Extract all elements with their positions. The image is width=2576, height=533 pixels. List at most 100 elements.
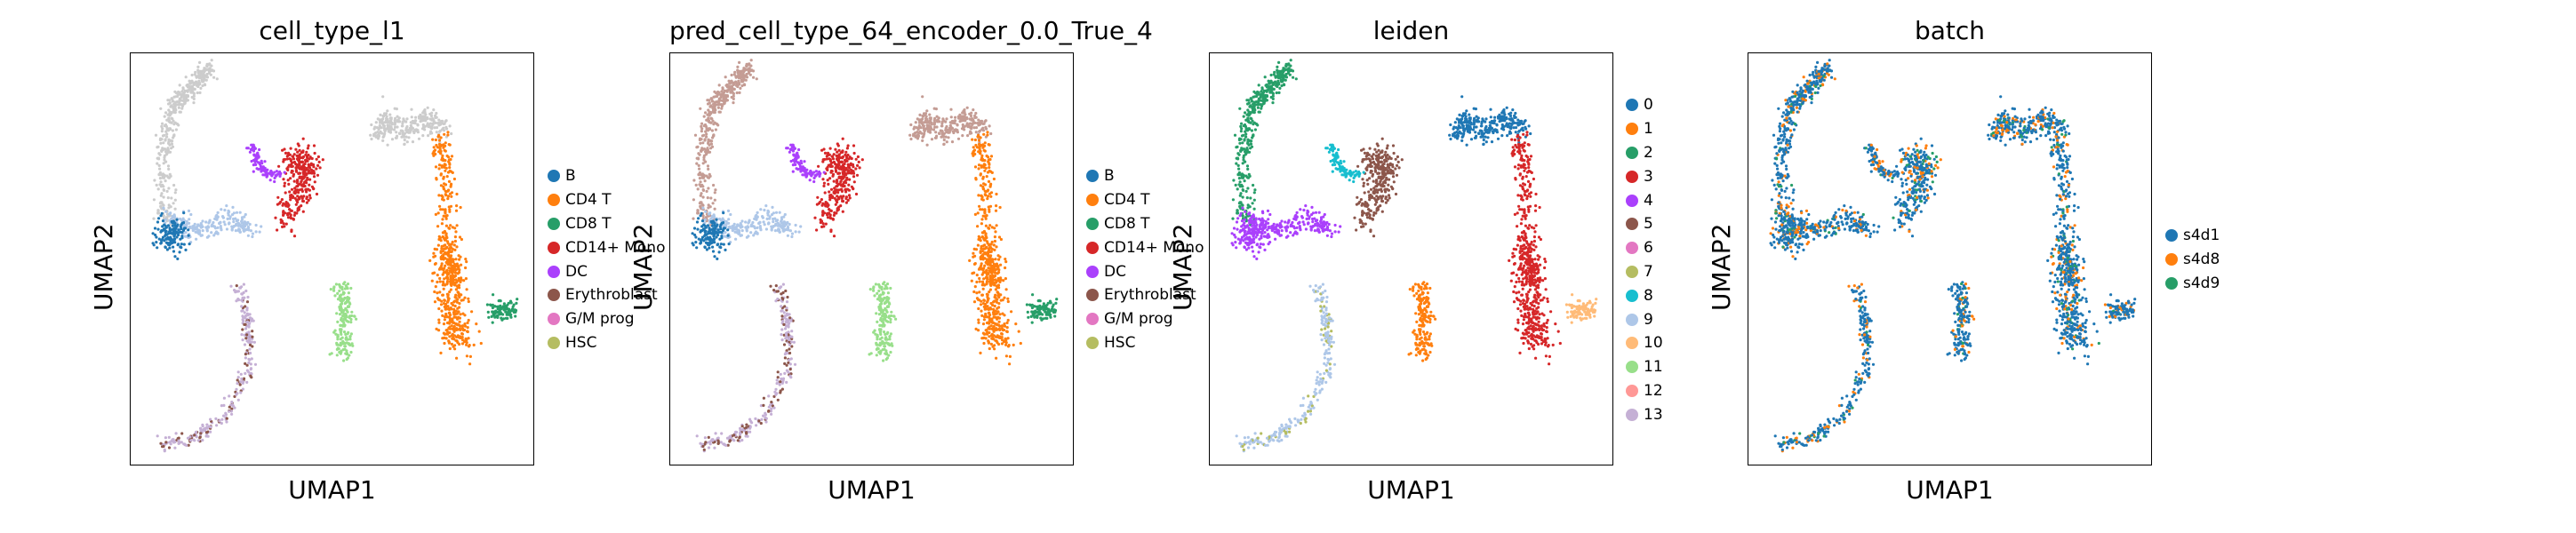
cell-point	[249, 229, 252, 233]
cell-point	[782, 215, 786, 219]
cell-point	[981, 268, 985, 272]
cell-point	[447, 341, 451, 345]
cell-point	[1001, 298, 1004, 302]
cell-point	[990, 267, 994, 271]
cell-point	[1004, 288, 1008, 291]
cell-point	[700, 124, 703, 128]
cell-point	[198, 60, 202, 64]
cell-point	[700, 122, 704, 125]
cell-point	[986, 253, 989, 258]
cell-point	[421, 134, 425, 138]
cell-point	[986, 189, 989, 193]
cell-point	[230, 412, 234, 416]
cell-point	[163, 223, 166, 227]
cell-point	[706, 99, 709, 102]
cell-point	[165, 248, 169, 251]
cell-point	[433, 262, 437, 266]
cell-point	[167, 203, 171, 207]
cell-point	[198, 91, 202, 94]
cell-point	[762, 220, 765, 224]
cell-point	[212, 76, 216, 79]
cell-point	[708, 235, 712, 239]
cell-point	[244, 353, 247, 356]
cell-point	[188, 84, 191, 89]
cell-point	[191, 228, 195, 233]
cell-point	[258, 230, 261, 234]
cell-point	[794, 223, 797, 227]
cell-point	[164, 111, 168, 115]
cell-point	[972, 300, 977, 304]
cell-point	[970, 111, 973, 115]
cell-point	[456, 341, 460, 345]
cell-point	[993, 267, 996, 271]
cell-point	[840, 178, 844, 181]
cell-point	[886, 291, 890, 295]
cell-point	[168, 113, 172, 116]
cell-point	[252, 319, 255, 322]
cell-point	[396, 115, 399, 118]
cell-point	[997, 316, 1001, 320]
cell-point	[996, 266, 1000, 271]
cell-point	[447, 179, 452, 183]
cell-point	[965, 115, 969, 120]
legend-item: B	[548, 164, 665, 188]
cell-point	[728, 82, 732, 85]
cell-point	[441, 250, 444, 253]
cell-point	[710, 139, 714, 143]
cell-point	[836, 198, 839, 202]
cell-point	[776, 224, 780, 227]
cell-point	[445, 315, 449, 319]
cell-point	[250, 143, 253, 147]
cell-point	[956, 123, 959, 126]
cell-point	[441, 157, 445, 161]
cell-point	[743, 84, 747, 87]
cell-point	[759, 208, 763, 211]
cell-point	[434, 212, 437, 216]
cell-point	[832, 161, 836, 164]
cell-point	[178, 110, 181, 114]
cell-point	[175, 218, 179, 221]
cell-point	[988, 243, 992, 246]
cell-point	[965, 106, 969, 109]
cell-point	[761, 216, 764, 219]
cell-point	[292, 217, 295, 220]
cell-point	[452, 177, 456, 181]
cell-point	[291, 161, 294, 164]
cell-point	[492, 293, 495, 297]
cell-point	[170, 121, 173, 124]
cell-point	[696, 209, 700, 212]
cell-point	[993, 235, 996, 239]
cell-point	[439, 143, 443, 147]
cell-point	[156, 434, 159, 438]
cell-point	[825, 157, 828, 161]
cell-point	[1003, 322, 1006, 326]
cell-point	[301, 163, 305, 167]
cell-point	[970, 279, 973, 282]
cell-point	[702, 155, 706, 159]
cell-point	[443, 277, 446, 281]
cell-point	[940, 124, 944, 128]
cell-point	[223, 208, 227, 212]
cell-point	[986, 332, 989, 336]
cell-point	[998, 255, 1002, 259]
cell-point	[180, 432, 184, 435]
cell-point	[791, 170, 795, 173]
cell-point	[395, 107, 398, 111]
cell-point	[1004, 343, 1008, 346]
cell-point	[985, 175, 988, 179]
cell-point	[885, 356, 889, 360]
cell-point	[451, 240, 454, 244]
cell-point	[464, 266, 468, 270]
cell-point	[821, 210, 825, 213]
cell-point	[450, 195, 453, 198]
cell-point	[785, 312, 788, 315]
cell-point	[977, 194, 980, 197]
cell-point	[304, 153, 308, 156]
cell-point	[436, 135, 440, 139]
cell-point	[302, 169, 307, 172]
cell-point	[444, 264, 447, 267]
cell-point	[1029, 314, 1033, 318]
cell-point	[745, 65, 748, 68]
cell-point	[455, 335, 459, 338]
cell-point	[158, 167, 162, 171]
